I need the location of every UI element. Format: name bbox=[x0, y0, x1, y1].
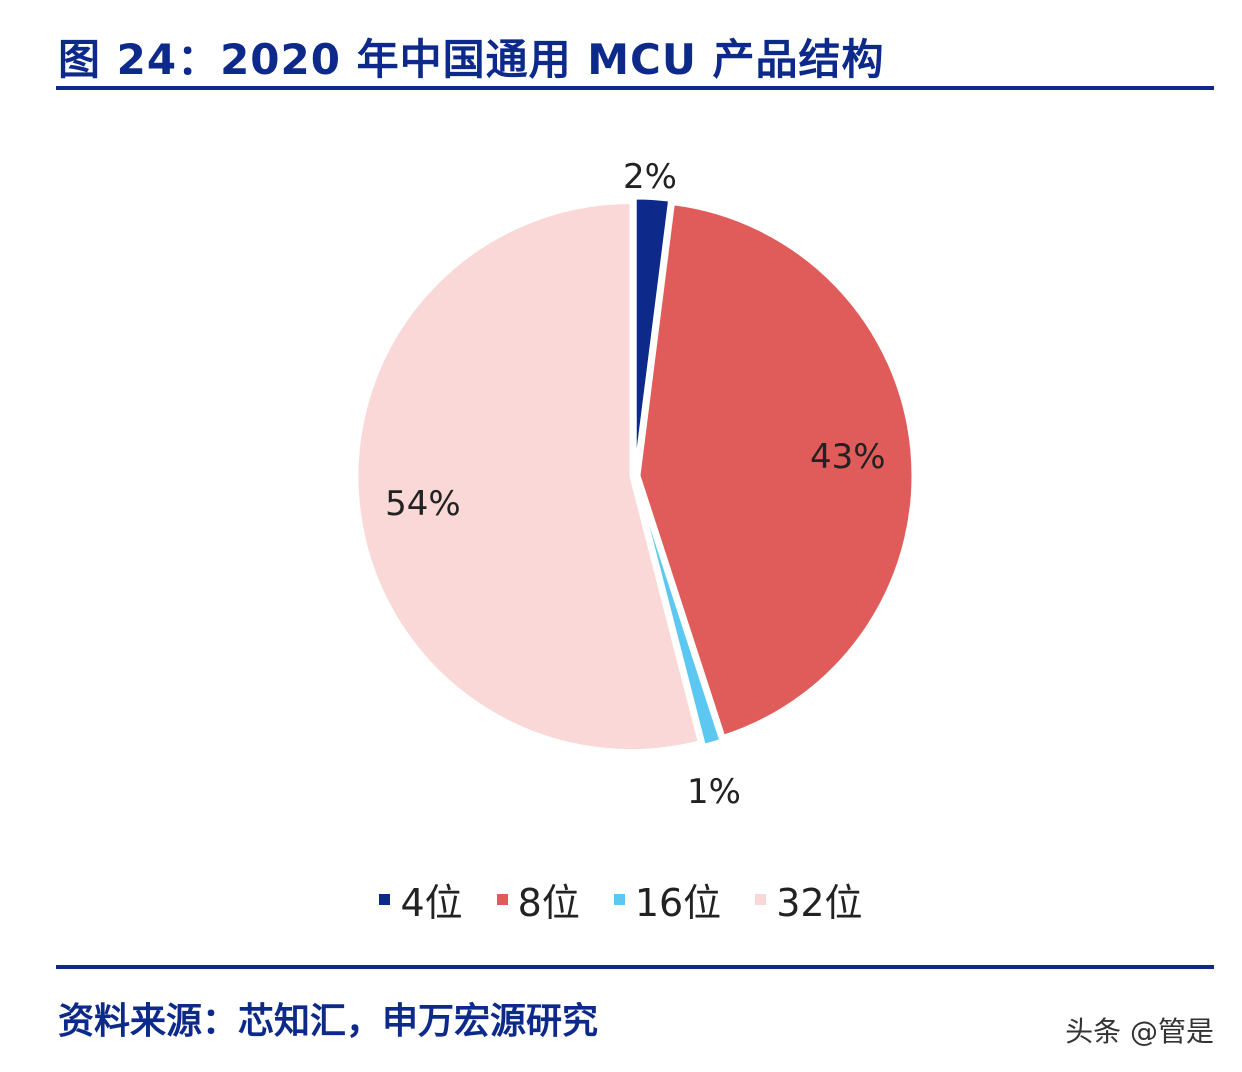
legend-label: 8位 bbox=[517, 881, 580, 925]
pie-chart: 2% 43% 1% 54% bbox=[355, 157, 915, 812]
data-label-0: 2% bbox=[623, 157, 677, 197]
legend-label: 4位 bbox=[400, 881, 463, 925]
legend-item-1: 8位 bbox=[496, 872, 580, 927]
legend-item-2: 16位 bbox=[613, 872, 722, 927]
legend-label: 32位 bbox=[776, 881, 863, 925]
data-label-1: 43% bbox=[810, 437, 886, 477]
pie-slice-2 bbox=[634, 479, 723, 748]
legend-swatch bbox=[496, 894, 508, 905]
title-rule bbox=[56, 86, 1214, 90]
pie-slice-3 bbox=[355, 200, 701, 753]
legend-swatch bbox=[613, 894, 625, 905]
chart-title: 图 24：2020 年中国通用 MCU 产品结构 bbox=[58, 35, 885, 84]
legend-swatch bbox=[755, 894, 767, 905]
legend-swatch bbox=[379, 894, 391, 905]
data-label-3: 54% bbox=[385, 484, 461, 524]
legend: 4位 8位 16位 32位 bbox=[0, 872, 1242, 927]
pie-slice-0 bbox=[633, 196, 672, 473]
legend-item-0: 4位 bbox=[379, 872, 463, 927]
legend-item-3: 32位 bbox=[755, 872, 863, 927]
legend-label: 16位 bbox=[634, 881, 722, 925]
source-rule bbox=[56, 965, 1214, 969]
source-note: 资料来源：芯知汇，申万宏源研究 bbox=[58, 1001, 599, 1042]
data-label-2: 1% bbox=[687, 772, 741, 812]
watermark: 头条 @管是 bbox=[1065, 1015, 1214, 1048]
pie-slice-1 bbox=[637, 202, 915, 739]
